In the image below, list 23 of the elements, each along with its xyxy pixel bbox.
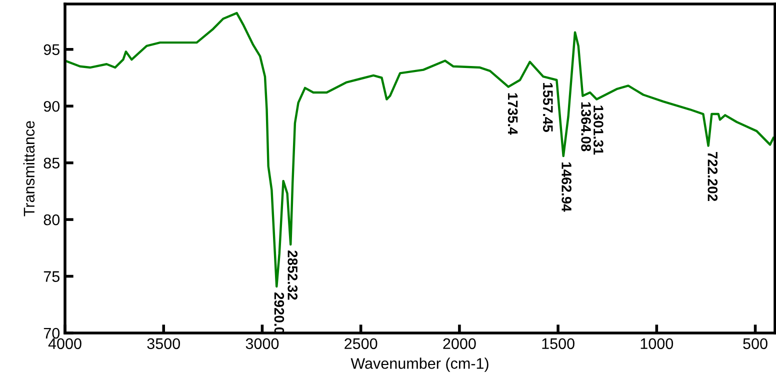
y-tick-label: 80 (44, 214, 60, 226)
x-tick-label: 3000 (246, 338, 279, 350)
annotation: 1462.94 (562, 162, 572, 212)
x-tick-label: 2000 (443, 338, 476, 350)
x-tick-label: 1500 (542, 338, 574, 350)
x-tick-label: 1000 (640, 338, 674, 350)
y-tick-label: 70 (44, 328, 60, 339)
y-tick-label: 75 (44, 271, 60, 282)
annotation: 1364.08 (581, 102, 591, 152)
annotation: 1735.4 (508, 93, 518, 135)
y-axis-title: Transmittance (23, 121, 35, 216)
y-tick-label: 95 (44, 44, 60, 56)
annotation: 722.202 (708, 152, 718, 202)
annotation: 2852.32 (288, 250, 298, 300)
x-tick-label: 2500 (344, 338, 378, 350)
x-tick-label: 500 (743, 338, 768, 350)
annotation: 1301.31 (593, 106, 604, 155)
y-tick-label: 85 (44, 158, 60, 169)
x-axis-title: Wavenumber (cm-1) (350, 358, 488, 372)
x-tick-label: 4000 (48, 338, 82, 350)
annotation: 1557.45 (542, 83, 553, 132)
y-tick-label: 90 (44, 100, 60, 112)
x-tick-label: 3500 (147, 338, 180, 350)
